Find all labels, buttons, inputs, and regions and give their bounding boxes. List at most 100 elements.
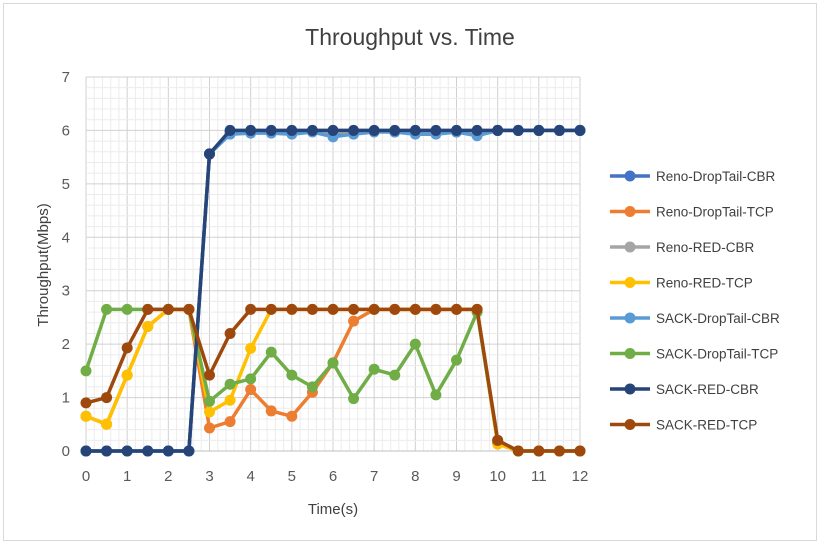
legend-label: SACK-DropTail-CBR <box>656 311 780 326</box>
data-point <box>224 416 236 428</box>
series-sack-red-cbr <box>80 124 586 457</box>
data-point <box>204 406 215 418</box>
y-tick-label: 6 <box>62 122 70 139</box>
data-point <box>101 418 113 430</box>
y-tick-label: 2 <box>62 336 70 353</box>
data-point <box>204 395 215 407</box>
data-point <box>389 369 401 381</box>
y-tick-label: 0 <box>62 443 70 460</box>
data-point <box>265 303 277 315</box>
data-point <box>142 445 154 457</box>
data-point <box>409 338 421 350</box>
data-point <box>327 124 339 136</box>
legend-entry-reno-droptail-tcp: Reno-DropTail-TCP <box>610 205 774 220</box>
data-point <box>183 303 195 315</box>
data-point <box>533 445 545 457</box>
data-point <box>245 124 257 136</box>
data-point <box>471 303 483 315</box>
data-point <box>80 410 92 422</box>
x-tick-label: 11 <box>531 468 547 485</box>
data-point <box>121 445 133 457</box>
data-point <box>121 303 133 315</box>
data-point <box>574 124 586 136</box>
data-point <box>512 445 524 457</box>
data-point <box>245 342 257 354</box>
data-point <box>286 369 298 381</box>
data-point <box>224 378 236 390</box>
legend-marker <box>624 277 636 288</box>
data-point <box>389 124 401 136</box>
y-tick-label: 1 <box>62 390 70 407</box>
data-point <box>142 303 154 315</box>
legend-label: Reno-RED-TCP <box>656 276 753 291</box>
legend-entry-reno-red-cbr: Reno-RED-CBR <box>610 240 755 255</box>
legend-entry-sack-droptail-cbr: SACK-DropTail-CBR <box>610 311 780 326</box>
legend-marker <box>624 419 636 430</box>
data-point <box>451 303 462 315</box>
data-point <box>306 381 318 393</box>
data-point <box>348 393 360 405</box>
legend-marker <box>624 312 636 324</box>
data-point <box>245 373 257 385</box>
x-tick-label: 5 <box>288 468 296 485</box>
x-tick-label: 2 <box>164 468 172 485</box>
data-point <box>224 327 236 339</box>
chart-title: Throughput vs. Time <box>305 24 515 50</box>
y-tick-label: 5 <box>62 176 70 193</box>
legend-entry-sack-red-cbr: SACK-RED-CBR <box>610 382 759 397</box>
data-point <box>162 445 174 457</box>
legend-marker <box>624 348 636 359</box>
legend-label: Reno-DropTail-CBR <box>656 169 776 184</box>
x-tick-label: 9 <box>452 468 460 485</box>
data-point <box>471 124 483 136</box>
data-point <box>492 124 504 136</box>
x-tick-label: 7 <box>370 468 378 485</box>
data-point <box>553 445 565 457</box>
legend-marker <box>624 206 636 217</box>
y-axis-title: Throughput(Mbps) <box>35 203 52 326</box>
data-point <box>430 389 442 401</box>
legend-label: SACK-RED-TCP <box>656 418 757 433</box>
data-point <box>368 303 380 315</box>
data-point <box>224 394 236 406</box>
data-point <box>409 124 421 136</box>
legend-label: Reno-RED-CBR <box>656 240 755 255</box>
y-tick-label: 4 <box>62 229 70 246</box>
data-point <box>327 303 339 315</box>
data-point <box>492 434 504 446</box>
data-point <box>368 124 380 136</box>
x-tick-label: 8 <box>411 468 419 485</box>
data-point <box>101 392 113 404</box>
data-point <box>265 346 277 358</box>
legend-entry-reno-red-tcp: Reno-RED-TCP <box>610 276 753 291</box>
data-point <box>389 303 401 315</box>
data-point <box>265 124 277 136</box>
legend-entry-sack-droptail-tcp: SACK-DropTail-TCP <box>610 347 778 362</box>
legend-marker <box>624 170 636 182</box>
data-point <box>430 303 442 315</box>
data-point <box>348 303 360 315</box>
data-point <box>512 124 524 136</box>
x-tick-label: 3 <box>205 468 213 485</box>
x-tick-label: 12 <box>572 468 589 485</box>
data-point <box>80 365 92 377</box>
data-point <box>204 369 215 381</box>
legend-marker <box>624 241 636 253</box>
data-point <box>533 124 545 136</box>
data-point <box>142 321 154 333</box>
legend-label: Reno-DropTail-TCP <box>656 205 774 220</box>
y-tick-label: 7 <box>62 69 70 86</box>
data-point <box>348 124 360 136</box>
data-point <box>306 303 318 315</box>
data-point <box>121 369 133 381</box>
data-point <box>306 124 318 136</box>
data-point <box>451 124 462 136</box>
data-point <box>101 303 113 315</box>
data-point <box>121 342 133 354</box>
data-point <box>245 303 257 315</box>
data-point <box>327 357 339 369</box>
data-point <box>574 445 586 457</box>
x-tick-label: 10 <box>489 468 506 485</box>
